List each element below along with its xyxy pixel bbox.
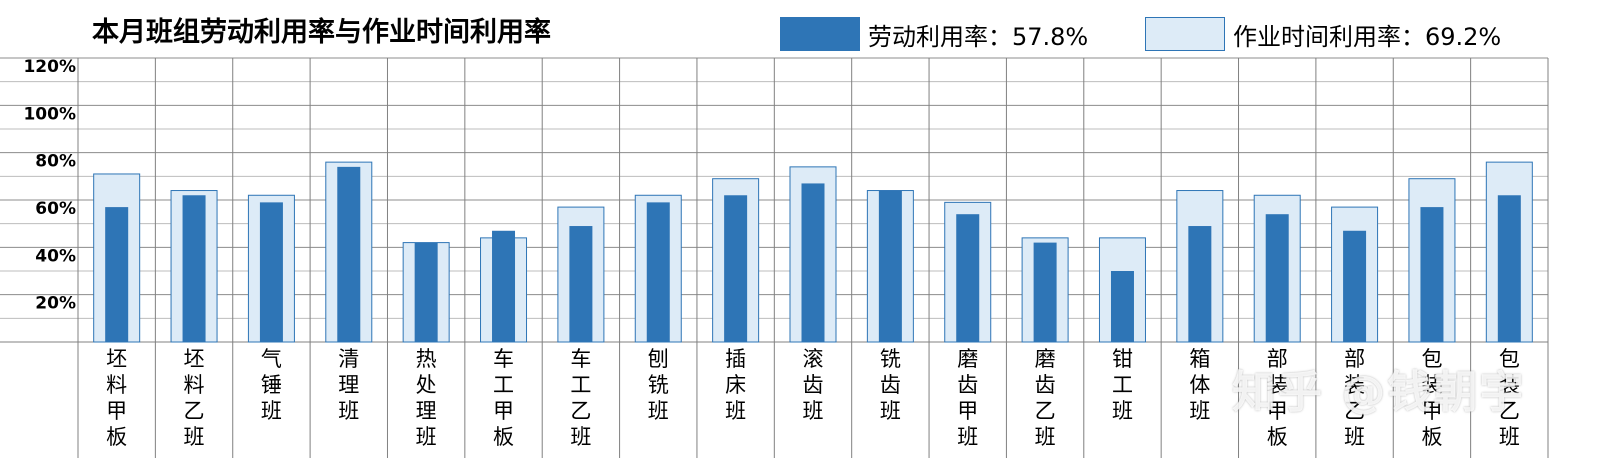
x-tick-label: 包装乙班 [1499, 347, 1520, 449]
bar-labor-utilization [1420, 207, 1444, 342]
x-tick-label: 坯料甲板 [106, 347, 127, 449]
legend-item-work-time-utilization: 作业时间利用率：69.2% [1145, 16, 1501, 52]
bar-labor-utilization [105, 207, 129, 342]
bar-labor-utilization [1110, 271, 1134, 342]
x-tick-label: 钳工班 [1112, 347, 1133, 423]
x-tick-label: 插床班 [725, 347, 746, 423]
x-tick-label: 刨铣班 [648, 347, 669, 423]
chart-title: 本月班组劳动利用率与作业时间利用率 [92, 17, 551, 48]
bar-labor-utilization [1497, 195, 1521, 342]
bar-labor-utilization [414, 242, 438, 342]
legend-label-work-time-utilization: 作业时间利用率：69.2% [1233, 22, 1502, 51]
bar-labor-utilization [337, 166, 361, 342]
x-tick-label: 车工甲板 [493, 347, 514, 449]
x-tick-label: 包装甲板 [1421, 347, 1442, 449]
bar-labor-utilization [1188, 226, 1212, 342]
y-tick-label: 60% [35, 199, 76, 219]
x-tick-label: 箱体班 [1189, 347, 1210, 423]
bar-labor-utilization [492, 230, 516, 342]
x-tick-label: 磨齿甲班 [957, 347, 978, 449]
x-tick-label: 坯料乙班 [184, 347, 205, 449]
bar-labor-utilization [182, 195, 206, 342]
bar-labor-utilization [878, 190, 902, 342]
y-tick-label: 100% [23, 104, 76, 124]
bar-labor-utilization [569, 226, 593, 342]
x-tick-label: 部装乙班 [1344, 347, 1365, 449]
bar-labor-utilization [956, 214, 980, 342]
legend-swatch-labor-utilization [780, 17, 860, 51]
bar-labor-utilization [646, 202, 670, 342]
bar-labor-utilization [1265, 214, 1289, 342]
x-tick-label: 清理班 [338, 347, 359, 423]
x-tick-label: 热处理班 [416, 347, 437, 449]
bar-labor-utilization [801, 183, 825, 342]
bar-labor-utilization [259, 202, 283, 342]
x-tick-label: 车工乙班 [570, 347, 591, 449]
x-tick-label: 气锤班 [261, 347, 282, 423]
y-tick-label: 120% [23, 57, 76, 77]
y-tick-label: 20% [35, 294, 76, 314]
legend-label-labor-utilization: 劳动利用率：57.8% [868, 22, 1089, 51]
legend-swatch-work-time-utilization [1145, 17, 1225, 51]
legend-item-labor-utilization: 劳动利用率：57.8% [780, 16, 1088, 52]
x-tick-label: 滚齿班 [803, 347, 824, 423]
x-tick-label: 铣齿班 [880, 347, 901, 423]
bar-labor-utilization [1343, 230, 1367, 342]
bar-labor-utilization [1033, 242, 1057, 342]
bar-labor-utilization [724, 195, 748, 342]
x-tick-label: 磨齿乙班 [1035, 347, 1056, 449]
y-tick-label: 40% [35, 246, 76, 266]
x-tick-label: 部装甲板 [1267, 347, 1288, 449]
y-tick-label: 80% [35, 152, 76, 172]
